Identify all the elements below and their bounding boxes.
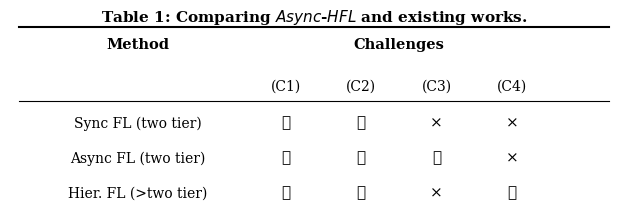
Text: Table 1: Comparing $\mathit{Async}$-$\mathit{HFL}$ and existing works.: Table 1: Comparing $\mathit{Async}$-$\ma… (100, 8, 528, 27)
Text: ✓: ✓ (357, 152, 365, 165)
Text: Hier. FL (>two tier): Hier. FL (>two tier) (68, 186, 208, 200)
Text: ✓: ✓ (281, 186, 290, 200)
Text: Async FL (two tier): Async FL (two tier) (70, 152, 206, 166)
Text: ✓: ✓ (281, 152, 290, 165)
Text: ✓: ✓ (357, 186, 365, 200)
Text: ✓: ✓ (357, 117, 365, 131)
Text: ✓: ✓ (507, 186, 516, 200)
Text: (C2): (C2) (346, 80, 376, 94)
Text: ×: × (506, 117, 518, 131)
Text: ×: × (430, 117, 443, 131)
Text: (C4): (C4) (497, 80, 527, 94)
Text: (C3): (C3) (421, 80, 452, 94)
Text: Method: Method (107, 38, 170, 52)
Text: ✓: ✓ (281, 117, 290, 131)
Text: ×: × (506, 152, 518, 165)
Text: ×: × (430, 186, 443, 200)
Text: (C1): (C1) (271, 80, 301, 94)
Text: Sync FL (two tier): Sync FL (two tier) (74, 117, 202, 131)
Text: ✓: ✓ (432, 152, 441, 165)
Text: Challenges: Challenges (354, 38, 444, 52)
